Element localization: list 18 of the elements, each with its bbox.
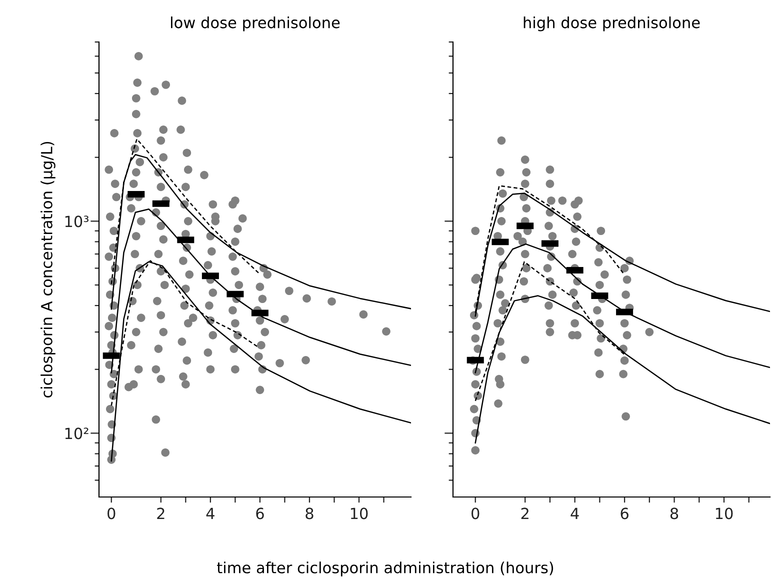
chart-title: low dose prednisolone — [171, 16, 340, 32]
x-tick-label: 0 — [472, 508, 480, 520]
x-tick-label: 8 — [670, 508, 678, 520]
y-tick-label: 10³ — [65, 216, 88, 228]
x-tick-label: 4 — [570, 508, 579, 520]
y-axis-title: ciclosporin A concentration (µg/L) — [40, 142, 56, 398]
x-tick-label: 2 — [157, 508, 164, 520]
x-tick-label: 0 — [108, 508, 116, 520]
x-tick-label: 4 — [206, 508, 214, 520]
x-tick-label: 10 — [350, 508, 368, 520]
x-tick-label: 2 — [521, 508, 528, 520]
x-tick-label: 6 — [256, 508, 264, 520]
chart-title: high dose prednisolone — [524, 16, 700, 32]
x-tick-label: 6 — [620, 508, 628, 520]
y-tick-label: 10² — [65, 428, 88, 440]
x-axis-title: time after ciclosporin administration (hours) — [217, 562, 554, 576]
x-tick-label: 10 — [716, 508, 733, 520]
x-tick-label: 8 — [306, 508, 314, 520]
